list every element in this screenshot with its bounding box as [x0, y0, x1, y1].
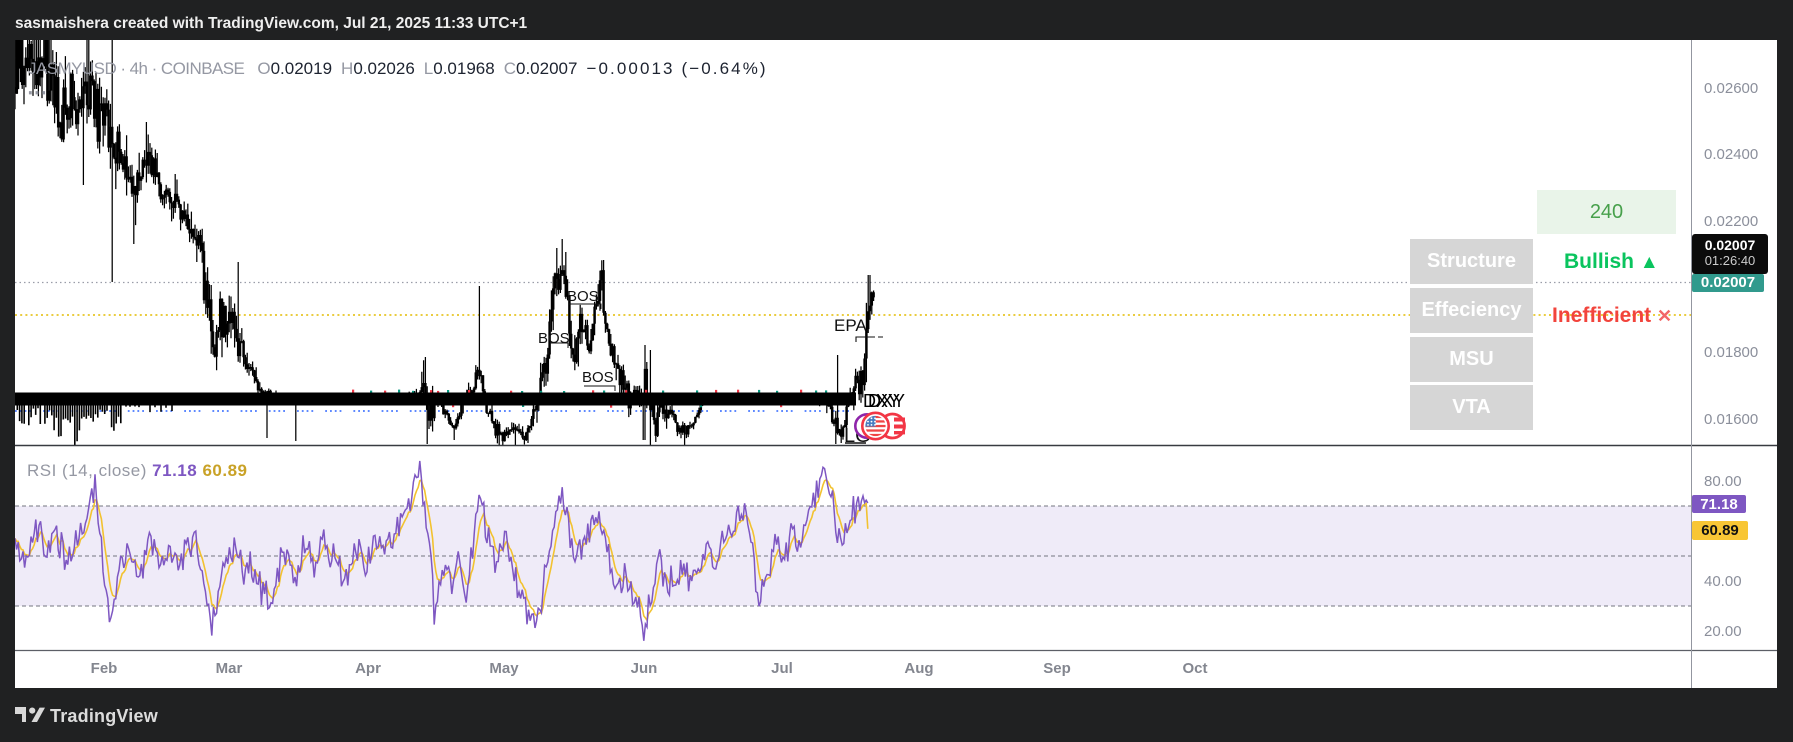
svg-text:BOS: BOS — [567, 288, 599, 305]
svg-text:EPA: EPA — [834, 316, 867, 335]
svg-text:DXY: DXY — [868, 391, 905, 411]
svg-text:BOS: BOS — [538, 330, 570, 347]
svg-text:BOS: BOS — [582, 369, 614, 386]
svg-text:DXY: DXY — [863, 391, 900, 411]
